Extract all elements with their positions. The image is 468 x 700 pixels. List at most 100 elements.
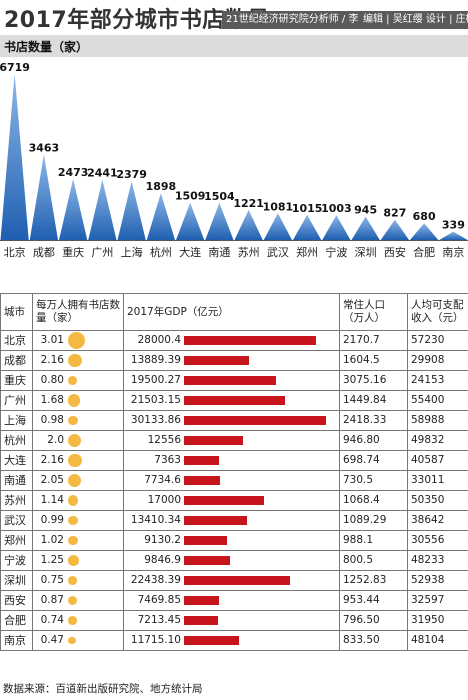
table-row: 南京 0.47 11715.10 833.50 48104 [0, 630, 468, 651]
peak-value-label: 2441 [87, 167, 118, 180]
stores-per-10k-value: 1.02 [40, 534, 64, 546]
stores-dot [68, 433, 82, 448]
table-row: 郑州 1.02 9130.2 988.1 30556 [0, 530, 468, 551]
peak-bar [29, 154, 58, 240]
cell-stores-per-10k: 0.47 [32, 630, 124, 651]
gdp-bar [184, 376, 276, 385]
gdp-bar [184, 636, 240, 645]
stores-dot [68, 616, 77, 625]
cell-gdp: 9130.2 [123, 530, 340, 551]
gdp-value: 19500.27 [130, 374, 181, 386]
table-header-row: 城市 每万人拥有书店数量（家） 2017年GDP（亿元） 常住人口（万人） 人均… [0, 293, 468, 331]
stores-dot [68, 415, 78, 426]
gdp-value: 28000.4 [137, 334, 181, 346]
cell-income: 33011 [407, 470, 468, 491]
cell-city: 深圳 [0, 570, 33, 591]
gdp-bar [184, 456, 219, 465]
header-population: 常住人口（万人） [339, 293, 408, 331]
table-row: 西安 0.87 7469.85 953.44 32597 [0, 590, 468, 611]
gdp-value: 7469.85 [137, 594, 181, 606]
stores-per-10k-value: 0.87 [40, 594, 64, 606]
cell-city: 合肥 [0, 610, 33, 631]
cell-income: 48104 [407, 630, 468, 651]
cell-city: 广州 [0, 390, 33, 411]
gdp-value: 21503.15 [130, 394, 181, 406]
stores-dot [68, 495, 79, 506]
gdp-value: 22438.39 [130, 574, 181, 586]
cell-city: 郑州 [0, 530, 33, 551]
peak-bar [322, 215, 351, 240]
cell-gdp: 12556 [123, 430, 340, 451]
table-row: 大连 2.16 7363 698.74 40587 [0, 450, 468, 471]
category-label: 郑州 [296, 245, 318, 259]
category-label: 合肥 [413, 245, 435, 259]
cell-gdp: 7363 [123, 450, 340, 471]
cell-stores-per-10k: 1.02 [32, 530, 124, 551]
peak-value-label: 1504 [204, 190, 235, 203]
cell-population: 833.50 [339, 630, 408, 651]
stores-dot [68, 555, 79, 566]
gdp-value: 12556 [147, 434, 181, 446]
peak-value-label: 1509 [175, 190, 206, 203]
table-row: 重庆 0.80 19500.27 3075.16 24153 [0, 370, 468, 391]
stores-dot [68, 576, 77, 585]
table-row: 武汉 0.99 13410.34 1089.29 38642 [0, 510, 468, 531]
cell-income: 38642 [407, 510, 468, 531]
stores-per-10k-value: 0.47 [40, 634, 64, 646]
table-row: 南通 2.05 7734.6 730.5 33011 [0, 470, 468, 491]
stores-dot [68, 595, 78, 606]
peak-value-label: 945 [354, 204, 377, 217]
table-row: 成都 2.16 13889.39 1604.5 29908 [0, 350, 468, 371]
cell-city: 大连 [0, 450, 33, 471]
peak-bar [263, 213, 292, 240]
stores-dot [68, 515, 78, 526]
cell-city: 苏州 [0, 490, 33, 511]
peak-value-label: 2379 [116, 168, 147, 181]
table-row: 宁波 1.25 9846.9 800.5 48233 [0, 550, 468, 571]
cell-gdp: 13889.39 [123, 350, 340, 371]
gdp-bar [184, 416, 326, 425]
header-stores-per-10k: 每万人拥有书店数量（家） [32, 293, 124, 331]
cell-population: 796.50 [339, 610, 408, 631]
category-label: 南通 [208, 246, 230, 259]
peak-bar [88, 179, 117, 240]
cell-population: 800.5 [339, 550, 408, 571]
cell-income: 32597 [407, 590, 468, 611]
gdp-bar [184, 496, 265, 505]
peak-value-label: 3463 [29, 141, 60, 154]
cell-stores-per-10k: 2.16 [32, 350, 124, 371]
title-bar: 2017年部分城市书店数量 21世纪经济研究院分析师 / 李果 编辑 | 吴红缨… [0, 0, 468, 33]
category-label: 上海 [121, 245, 143, 259]
header-income: 人均可支配收入（元） [407, 293, 468, 331]
cell-gdp: 7213.45 [123, 610, 340, 631]
cell-population: 1449.84 [339, 390, 408, 411]
cell-gdp: 19500.27 [123, 370, 340, 391]
stores-per-10k-value: 0.80 [40, 374, 64, 386]
cell-income: 57230 [407, 330, 468, 351]
cell-stores-per-10k: 2.05 [32, 470, 124, 491]
gdp-bar [184, 336, 316, 345]
peak-bar [146, 193, 175, 240]
cell-population: 988.1 [339, 530, 408, 551]
peak-bar [410, 223, 439, 240]
stores-per-10k-value: 1.14 [40, 494, 64, 506]
stores-per-10k-value: 0.99 [40, 514, 64, 526]
cell-stores-per-10k: 1.25 [32, 550, 124, 571]
cell-population: 730.5 [339, 470, 408, 491]
peak-value-label: 1221 [233, 197, 264, 210]
gdp-bar [184, 536, 228, 545]
peak-value-label: 2473 [58, 166, 89, 179]
table-row: 广州 1.68 21503.15 1449.84 55400 [0, 390, 468, 411]
peak-bar [176, 202, 205, 240]
cell-stores-per-10k: 3.01 [32, 330, 124, 351]
stores-dot [68, 376, 77, 385]
stores-dot [68, 394, 81, 407]
cell-city: 杭州 [0, 430, 33, 451]
peak-value-label: 827 [383, 207, 406, 220]
cell-stores-per-10k: 1.68 [32, 390, 124, 411]
stores-dot [68, 453, 82, 468]
cell-income: 52938 [407, 570, 468, 591]
cell-population: 1252.83 [339, 570, 408, 591]
category-label: 杭州 [150, 245, 172, 259]
gdp-value: 13410.34 [130, 514, 181, 526]
